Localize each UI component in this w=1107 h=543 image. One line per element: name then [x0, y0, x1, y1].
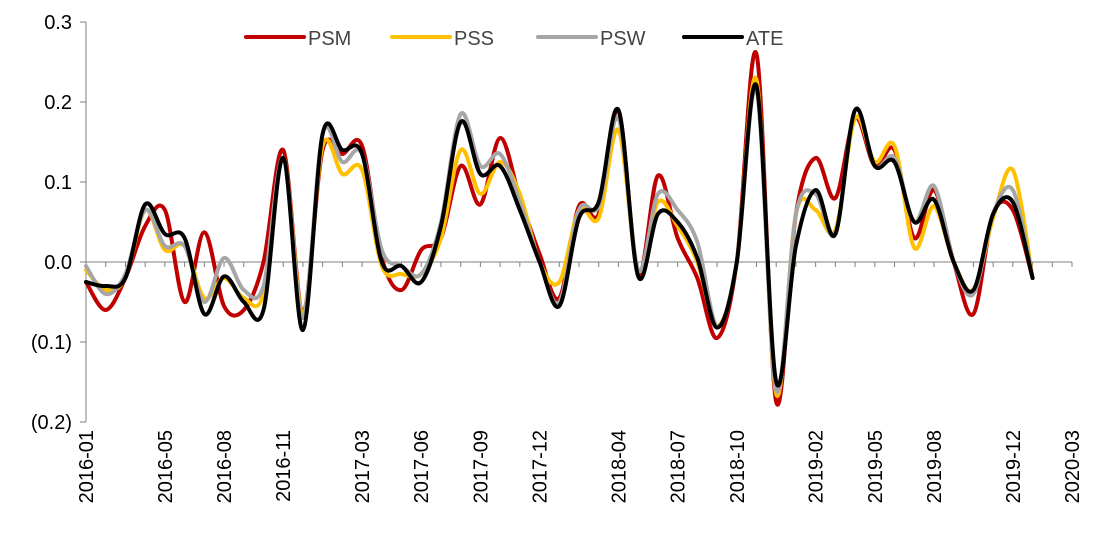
- series-line-psw: [84, 85, 1035, 394]
- y-tick-label: (0.2): [31, 412, 72, 434]
- series-line-ate: [84, 82, 1035, 388]
- y-tick-label: 0.2: [44, 92, 72, 114]
- x-tick-label: 2020-03: [1062, 430, 1084, 503]
- y-tick-label: (0.1): [31, 332, 72, 354]
- x-tick-label: 2017-09: [470, 430, 492, 503]
- x-tick-label: 2016-05: [155, 430, 177, 503]
- x-tick-label: 2018-04: [608, 430, 630, 503]
- x-tick-label: 2017-06: [411, 430, 433, 503]
- y-tick-label: 0.0: [44, 252, 72, 274]
- series-line-psm: [84, 49, 1035, 407]
- legend: PSM PSS PSW ATE: [244, 28, 783, 50]
- legend-label-pss: PSS: [454, 28, 494, 50]
- legend-label-ate: ATE: [746, 28, 783, 50]
- x-tick-label: 2018-07: [668, 430, 690, 503]
- x-tick-label: 2016-01: [76, 430, 98, 503]
- series-line-pss: [84, 75, 1035, 399]
- x-tick-label: 2017-12: [530, 430, 552, 503]
- x-tick-label: 2019-02: [806, 430, 828, 503]
- x-tick-label: 2019-05: [865, 430, 887, 503]
- x-tick-label: 2019-08: [924, 430, 946, 503]
- x-tick-label: 2018-10: [727, 430, 749, 503]
- y-tick-label: 0.3: [44, 12, 72, 34]
- axes: 0.3 0.2 0.1 0.0 (0.1) (0.2)2016-01 2016-05 2016…: [31, 12, 1084, 503]
- y-tick-label: 0.1: [44, 172, 72, 194]
- legend-label-psm: PSM: [308, 28, 351, 50]
- series-lines: [84, 49, 1035, 407]
- x-tick-label: 2016-08: [214, 430, 236, 503]
- x-tick-label: 2019-12: [1003, 430, 1025, 503]
- legend-label-psw: PSW: [600, 28, 646, 50]
- x-tick-label: 2016-11: [273, 430, 295, 502]
- x-tick-label: 2017-03: [352, 430, 374, 503]
